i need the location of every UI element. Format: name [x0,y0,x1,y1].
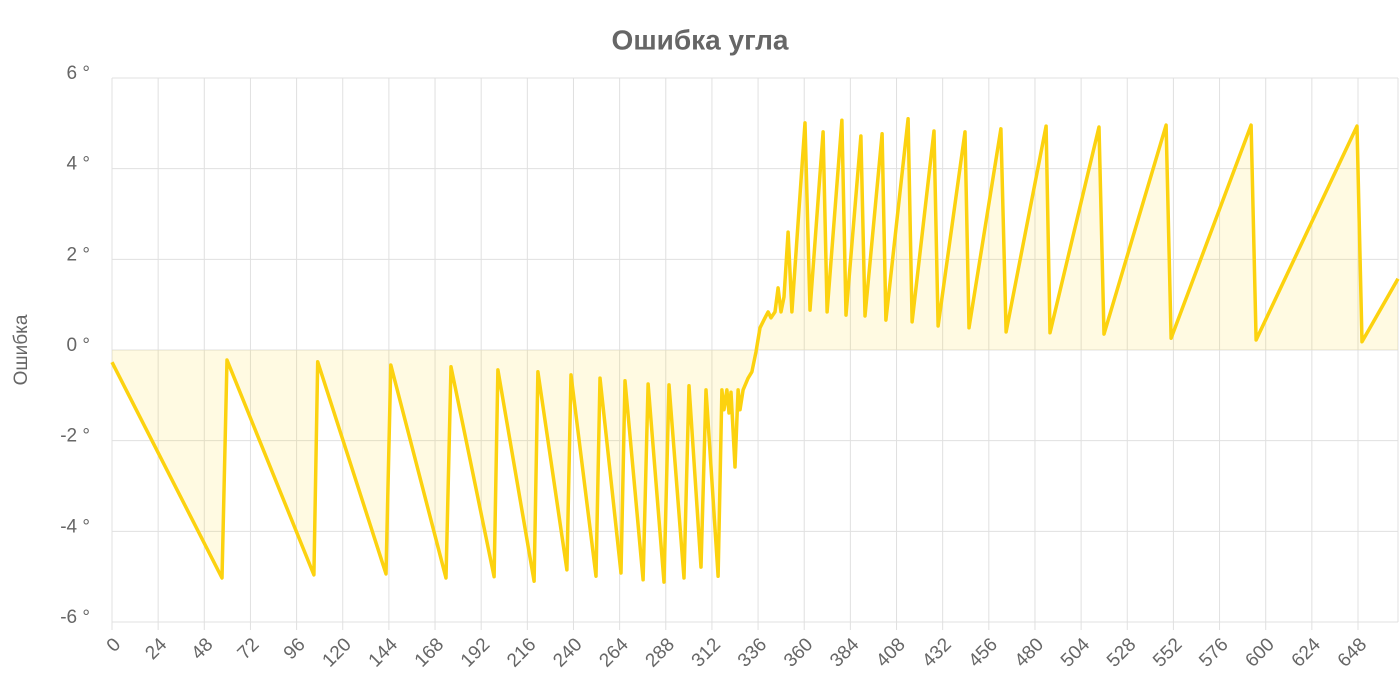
y-tick-label: 6 ° [67,63,90,84]
x-tick-label: 456 [965,634,1002,671]
x-tick-label: 384 [826,634,864,672]
x-tick-label: 24 [141,634,171,664]
x-tick-label: 576 [1195,634,1232,671]
y-tick-label: 4 ° [67,154,90,175]
x-tick-label: 408 [872,634,909,671]
x-tick-label: 120 [319,634,356,671]
x-tick-label: 0 [103,634,125,656]
x-tick-label: 336 [734,634,771,671]
x-tick-label: 624 [1288,634,1326,672]
x-tick-label: 216 [503,634,540,671]
y-tick-label: 2 ° [67,244,90,265]
y-tick-label: -2 ° [60,426,90,447]
x-tick-label: 192 [457,634,494,671]
x-tick-label: 48 [188,634,218,664]
x-tick-label: 504 [1057,634,1095,672]
y-axis-title: Ошибка [11,314,32,385]
x-tick-label: 264 [595,634,633,672]
x-tick-label: 600 [1242,634,1279,671]
x-tick-label: 168 [411,634,448,671]
x-tick-label: 648 [1334,634,1371,671]
x-tick-label: 72 [234,634,264,664]
y-tick-label: -4 ° [60,516,90,537]
x-tick-label: 96 [280,634,310,664]
x-tick-label: 480 [1011,634,1048,671]
x-tick-label: 552 [1149,634,1186,671]
x-tick-label: 528 [1103,634,1140,671]
y-tick-label: -6 ° [60,607,90,628]
x-tick-label: 144 [365,634,403,672]
x-tick-label: 360 [780,634,817,671]
x-tick-label: 312 [688,634,725,671]
x-tick-label: 432 [918,634,955,671]
x-tick-label: 240 [549,634,586,671]
x-tick-label: 288 [642,634,679,671]
y-tick-label: 0 ° [67,335,90,356]
line [110,117,1400,584]
chart-title: Ошибка угла [612,24,789,55]
